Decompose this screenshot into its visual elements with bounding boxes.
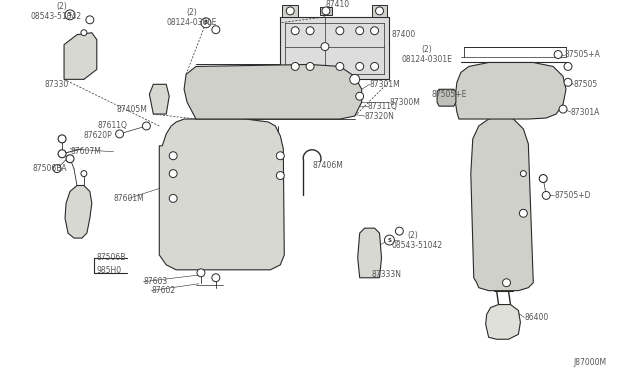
Text: (2): (2) xyxy=(407,231,418,240)
Text: 87601M: 87601M xyxy=(114,194,145,203)
Text: 87320N: 87320N xyxy=(365,112,394,121)
Circle shape xyxy=(143,122,150,130)
Text: 87602: 87602 xyxy=(151,286,175,295)
Circle shape xyxy=(356,62,364,70)
Circle shape xyxy=(554,51,562,58)
Polygon shape xyxy=(486,305,520,339)
Circle shape xyxy=(53,165,61,173)
Text: S: S xyxy=(68,12,72,17)
Text: 87505+E: 87505+E xyxy=(431,90,467,99)
Circle shape xyxy=(385,235,394,245)
Text: 87333N: 87333N xyxy=(372,270,401,279)
Text: 87506BA: 87506BA xyxy=(32,164,67,173)
Polygon shape xyxy=(471,116,533,291)
Circle shape xyxy=(81,30,87,36)
Circle shape xyxy=(502,279,511,287)
Text: (2): (2) xyxy=(421,45,432,54)
Circle shape xyxy=(559,105,567,113)
Text: (2): (2) xyxy=(186,9,197,17)
Circle shape xyxy=(276,152,284,160)
Circle shape xyxy=(350,74,360,84)
Text: B: B xyxy=(204,20,208,25)
Circle shape xyxy=(291,62,299,70)
Circle shape xyxy=(286,7,294,15)
Circle shape xyxy=(58,135,66,143)
Text: 87505+D: 87505+D xyxy=(554,191,591,200)
Circle shape xyxy=(306,27,314,35)
Circle shape xyxy=(169,195,177,202)
Circle shape xyxy=(356,92,364,100)
Text: 87330: 87330 xyxy=(44,80,68,89)
Text: (2): (2) xyxy=(56,3,67,12)
Text: 87611Q: 87611Q xyxy=(98,122,127,131)
Circle shape xyxy=(396,227,403,235)
Circle shape xyxy=(336,62,344,70)
Circle shape xyxy=(169,170,177,177)
Circle shape xyxy=(376,7,383,15)
Circle shape xyxy=(66,155,74,163)
Polygon shape xyxy=(149,84,169,114)
Polygon shape xyxy=(184,64,362,119)
Circle shape xyxy=(322,7,330,15)
Text: 87301A: 87301A xyxy=(571,108,600,116)
Polygon shape xyxy=(282,5,298,17)
Text: 87603: 87603 xyxy=(143,277,168,286)
Text: 87506B: 87506B xyxy=(97,253,126,262)
Text: 87405M: 87405M xyxy=(116,105,147,113)
Text: 87505: 87505 xyxy=(574,80,598,89)
Polygon shape xyxy=(65,186,92,238)
Circle shape xyxy=(564,78,572,86)
Circle shape xyxy=(520,171,526,177)
Circle shape xyxy=(212,26,220,34)
Text: 87311Q: 87311Q xyxy=(367,102,397,110)
Circle shape xyxy=(371,62,378,70)
Circle shape xyxy=(58,150,66,158)
Text: 87406M: 87406M xyxy=(312,161,343,170)
Polygon shape xyxy=(64,33,97,79)
Circle shape xyxy=(336,27,344,35)
Circle shape xyxy=(542,192,550,199)
Circle shape xyxy=(564,62,572,70)
Circle shape xyxy=(169,152,177,160)
Text: 87400: 87400 xyxy=(392,30,415,39)
Circle shape xyxy=(276,171,284,180)
Circle shape xyxy=(371,27,378,35)
Circle shape xyxy=(212,274,220,282)
Text: 87300M: 87300M xyxy=(390,98,420,107)
Polygon shape xyxy=(320,7,332,15)
Circle shape xyxy=(81,171,87,177)
Circle shape xyxy=(197,269,205,277)
Text: 08124-030LE: 08124-030LE xyxy=(166,18,216,27)
Text: 87505+A: 87505+A xyxy=(564,50,600,59)
Text: 86400: 86400 xyxy=(524,313,548,322)
Polygon shape xyxy=(280,17,390,79)
Text: S: S xyxy=(387,238,392,243)
Circle shape xyxy=(116,130,124,138)
Circle shape xyxy=(356,27,364,35)
Text: 87620P: 87620P xyxy=(84,131,113,140)
Text: 87301M: 87301M xyxy=(370,80,401,89)
Circle shape xyxy=(306,62,314,70)
Circle shape xyxy=(540,174,547,183)
Text: 08543-51042: 08543-51042 xyxy=(30,12,81,21)
Polygon shape xyxy=(358,228,381,278)
Circle shape xyxy=(86,16,94,24)
Text: J87000M: J87000M xyxy=(573,357,606,366)
Text: 985H0: 985H0 xyxy=(97,266,122,275)
Polygon shape xyxy=(372,5,387,17)
Text: 87410: 87410 xyxy=(326,0,350,9)
Circle shape xyxy=(321,43,329,51)
Circle shape xyxy=(520,209,527,217)
Circle shape xyxy=(65,10,75,20)
Polygon shape xyxy=(437,89,456,106)
Polygon shape xyxy=(455,62,566,119)
Text: 87607M: 87607M xyxy=(70,147,101,156)
Text: 08124-0301E: 08124-0301E xyxy=(401,55,452,64)
Text: 08543-51042: 08543-51042 xyxy=(392,241,442,250)
Polygon shape xyxy=(159,119,284,270)
Circle shape xyxy=(201,18,211,28)
Circle shape xyxy=(291,27,299,35)
